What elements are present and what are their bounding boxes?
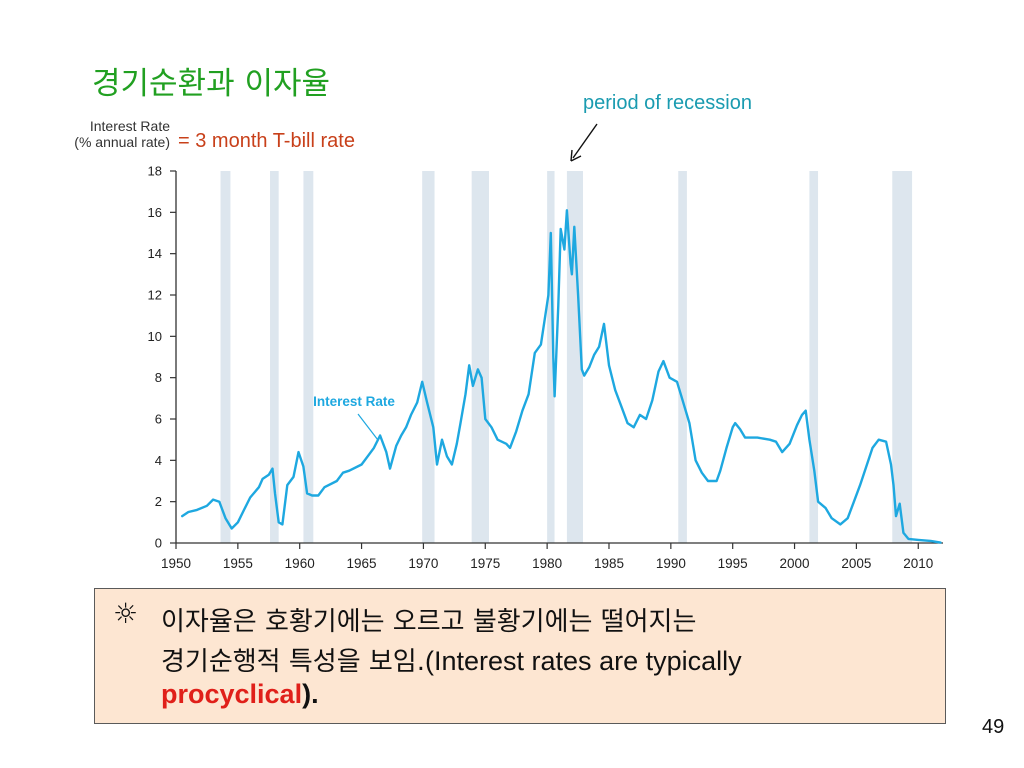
x-tick-label-1980: 1980	[532, 556, 562, 571]
recession-band-8	[809, 171, 819, 543]
y-tick-label-12: 12	[148, 288, 162, 303]
series-annotation-pointer-0	[357, 413, 379, 441]
y-tick-label-14: 14	[148, 246, 162, 261]
summary-line-2: 경기순행적 특성을 보임.(Interest rates are typical…	[161, 641, 742, 678]
x-tick-label-1995: 1995	[718, 556, 748, 571]
x-tick-label-1960: 1960	[285, 556, 315, 571]
recession-band-4	[471, 171, 489, 543]
x-tick-label-1975: 1975	[470, 556, 500, 571]
summary-line-1: 이자율은 호황기에는 오르고 불황기에는 떨어지는	[161, 607, 697, 637]
y-tick-label-4: 4	[155, 453, 162, 468]
recession-arrow-head	[570, 149, 582, 162]
x-tick-label-1970: 1970	[408, 556, 438, 571]
summary-line-2-english: (Interest rates are typically	[425, 646, 742, 676]
rate-definition: = 3 month T-bill rate	[178, 130, 355, 152]
slide-title: 경기순환과 이자율	[92, 66, 331, 102]
interest-rate-chart: 0 2 4 6 8 10 12 14 16 18 1950 1955 1960 1965 1970 1975 1…	[148, 123, 943, 571]
recession-band-9	[892, 171, 913, 543]
y-axis-label-line1: Interest Rate	[89, 118, 170, 134]
y-tick-label-0: 0	[155, 536, 162, 551]
y-axis-label-line2: (% annual rate)	[74, 134, 170, 150]
recession-band-7	[678, 171, 687, 543]
series-line-0	[181, 209, 942, 544]
recession-arrow-shaft	[572, 123, 598, 159]
x-tick-label-2000: 2000	[780, 556, 810, 571]
recession-band-5	[547, 171, 555, 543]
x-tick-label-1985: 1985	[594, 556, 624, 571]
series-annotation-label-0: Interest Rate	[313, 394, 395, 409]
y-tick-label-8: 8	[155, 370, 162, 385]
summary-line-3: procyclical).	[161, 679, 319, 710]
x-tick-label-2005: 2005	[841, 556, 871, 571]
sun-icon: ☼	[113, 597, 139, 630]
recession-annotation: period of recession	[583, 92, 752, 114]
recession-band-3	[422, 171, 435, 543]
recession-band-2	[303, 171, 314, 543]
recession-band-1	[270, 171, 279, 543]
y-axis-label: Interest Rate (% annual rate)	[50, 118, 170, 150]
x-tick-label-1950: 1950	[161, 556, 191, 571]
y-tick-label-10: 10	[148, 329, 162, 344]
summary-line-2-korean: 경기순행적 특성을 보임.	[161, 647, 425, 677]
procyclical-highlight: procyclical	[161, 679, 303, 709]
y-tick-label-16: 16	[148, 205, 162, 220]
summary-note-box: ☼ 이자율은 호황기에는 오르고 불황기에는 떨어지는 경기순행적 특성을 보임…	[94, 588, 946, 724]
x-tick-label-1965: 1965	[347, 556, 377, 571]
y-tick-label-2: 2	[155, 494, 162, 509]
page-number: 49	[982, 716, 1005, 738]
y-tick-label-18: 18	[148, 164, 162, 179]
recession-band-0	[220, 171, 231, 543]
x-tick-label-2010: 2010	[903, 556, 933, 571]
x-tick-label-1990: 1990	[656, 556, 686, 571]
summary-line-3-end: ).	[302, 679, 319, 709]
y-tick-label-6: 6	[155, 412, 162, 427]
x-tick-label-1955: 1955	[223, 556, 253, 571]
